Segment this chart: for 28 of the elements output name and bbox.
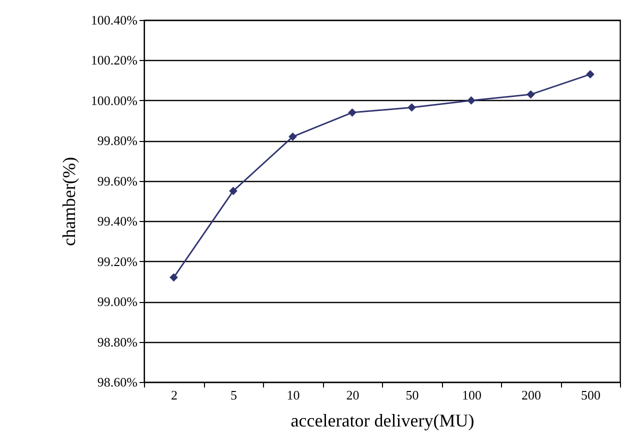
x-tick-label: 2 — [171, 388, 178, 402]
point — [348, 108, 356, 117]
y-tick-label: 100.20% — [90, 52, 138, 68]
y-tick-label: 98.60% — [97, 374, 138, 390]
x-tick-label: 100 — [462, 388, 482, 402]
x-axis-title: accelerator delivery(MU) — [290, 410, 474, 430]
x-tick-label: 20 — [346, 388, 360, 402]
y-tick-label: 98.80% — [97, 334, 138, 350]
y-tick-label: 100.40% — [90, 12, 138, 28]
x-tick-label: 200 — [522, 388, 541, 402]
x-tick-label: 10 — [286, 388, 300, 402]
point — [467, 96, 476, 105]
y-axis-title: chamber(%) — [58, 157, 79, 246]
point — [526, 90, 535, 99]
y-tick-label: 99.20% — [97, 254, 138, 269]
point — [586, 70, 594, 78]
y-tick-label: 100.00% — [90, 92, 138, 108]
y-tick-label: 99.40% — [97, 214, 138, 229]
y-tick-label: 99.80% — [97, 133, 138, 148]
y-tick-label: 99.00% — [97, 294, 138, 310]
point — [170, 273, 178, 282]
x-tick-label: 500 — [581, 388, 600, 402]
point — [229, 186, 238, 196]
y-tick-label: 99.60% — [97, 173, 138, 188]
point — [408, 103, 416, 112]
point — [288, 132, 297, 141]
x-tick-label: 5 — [230, 388, 237, 402]
x-tick-label: 50 — [406, 388, 419, 402]
